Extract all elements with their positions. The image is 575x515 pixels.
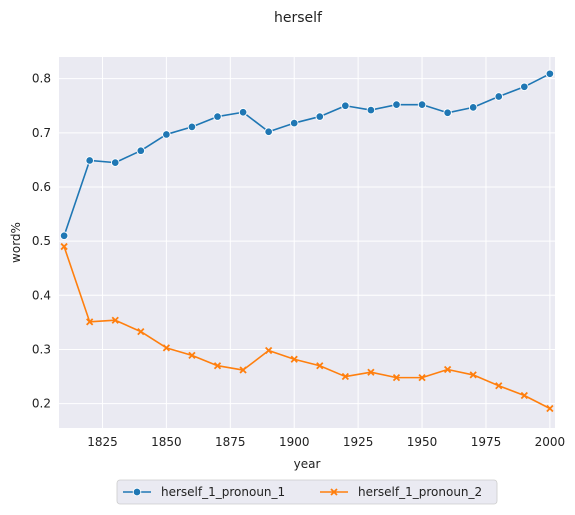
series-group <box>59 69 555 413</box>
data-point <box>468 103 478 112</box>
data-point <box>110 158 120 167</box>
data-point <box>545 69 555 79</box>
data-point <box>367 368 375 376</box>
x-tick-label: 2000 <box>535 435 566 449</box>
data-point <box>213 362 222 370</box>
series-2 <box>60 242 554 413</box>
data-point <box>418 373 426 382</box>
marker-stroke <box>162 344 171 352</box>
legend-marker <box>132 487 142 497</box>
y-tick-label: 0.3 <box>32 342 51 356</box>
marker-stroke <box>546 404 554 413</box>
x-axis-title: year <box>294 457 321 471</box>
marker-stroke <box>265 346 273 355</box>
data-point <box>366 105 376 115</box>
marker-stroke <box>137 327 145 336</box>
y-tick-label: 0.2 <box>32 397 51 411</box>
data-point <box>85 156 94 165</box>
chart-title: herself <box>274 10 323 26</box>
data-point <box>469 371 477 379</box>
data-point <box>546 404 554 413</box>
data-point <box>162 344 171 352</box>
data-point <box>86 318 94 326</box>
y-tick-label: 0.7 <box>32 126 51 140</box>
marker-stroke <box>60 242 68 251</box>
data-point <box>265 346 273 355</box>
plot-area <box>59 57 555 428</box>
data-point <box>520 82 529 92</box>
marker-stroke <box>316 362 324 370</box>
legend-marker <box>330 488 338 496</box>
legend: herself_1_pronoun_1 herself_1_pronoun_2 <box>116 479 498 505</box>
y-tick-label: 0.8 <box>32 72 51 86</box>
data-point <box>392 373 401 382</box>
data-point <box>392 100 401 109</box>
legend-item-2: herself_1_pronoun_2 <box>320 485 482 499</box>
data-point <box>136 146 146 155</box>
marker-stroke <box>213 362 222 370</box>
series-line <box>63 73 551 236</box>
x-tick-label: 1900 <box>279 435 310 449</box>
data-point <box>341 372 349 381</box>
data-point <box>443 365 452 374</box>
x-tick-label: 1925 <box>343 435 374 449</box>
x-axis-ticks: 1825 1850 1875 1900 1925 1950 1975 2000 <box>87 435 565 449</box>
marker-stroke <box>469 371 477 379</box>
data-point <box>162 130 171 139</box>
data-point <box>60 242 68 251</box>
marker-stroke <box>188 351 196 360</box>
grid <box>59 57 555 428</box>
data-point <box>188 351 196 360</box>
legend-label: herself_1_pronoun_2 <box>358 485 482 499</box>
marker-stroke <box>239 366 247 374</box>
data-point <box>417 100 427 109</box>
marker-stroke <box>290 355 298 363</box>
marker-stroke <box>341 372 349 381</box>
marker-stroke <box>443 365 452 374</box>
y-axis-ticks: 0.2 0.3 0.4 0.5 0.6 0.7 0.8 <box>32 72 51 411</box>
x-tick-label: 1850 <box>151 435 182 449</box>
x-tick-label: 1950 <box>407 435 438 449</box>
data-point <box>443 108 452 118</box>
y-axis-title: word% <box>9 222 23 263</box>
data-point <box>316 362 324 370</box>
data-point <box>494 92 504 101</box>
x-tick-label: 1875 <box>215 435 246 449</box>
data-point <box>59 231 69 240</box>
marker-stroke <box>418 373 426 382</box>
y-tick-label: 0.6 <box>32 180 51 194</box>
data-point <box>213 112 222 121</box>
data-point <box>520 391 528 400</box>
data-point <box>239 366 247 374</box>
legend-label: herself_1_pronoun_1 <box>161 485 285 499</box>
data-point <box>238 107 248 117</box>
data-point <box>111 316 119 324</box>
series-1 <box>59 69 555 240</box>
marker-stroke <box>392 373 401 382</box>
data-point <box>341 101 350 110</box>
x-tick-label: 1825 <box>87 435 118 449</box>
series-line <box>63 246 551 410</box>
y-tick-label: 0.4 <box>32 288 51 302</box>
legend-item-1: herself_1_pronoun_1 <box>123 485 285 499</box>
data-point <box>290 355 298 363</box>
marker-stroke <box>111 316 119 324</box>
legend-box <box>116 479 498 505</box>
data-point <box>289 118 299 128</box>
marker-stroke <box>367 368 375 376</box>
marker-stroke <box>520 391 528 400</box>
marker-stroke <box>495 382 503 390</box>
data-point <box>264 127 273 136</box>
marker-stroke <box>330 488 338 496</box>
data-point <box>495 382 503 390</box>
marker-stroke <box>86 318 94 326</box>
data-point <box>137 327 145 336</box>
data-point <box>315 112 325 121</box>
x-tick-label: 1975 <box>471 435 502 449</box>
y-tick-label: 0.5 <box>32 234 51 248</box>
data-point <box>187 122 197 132</box>
